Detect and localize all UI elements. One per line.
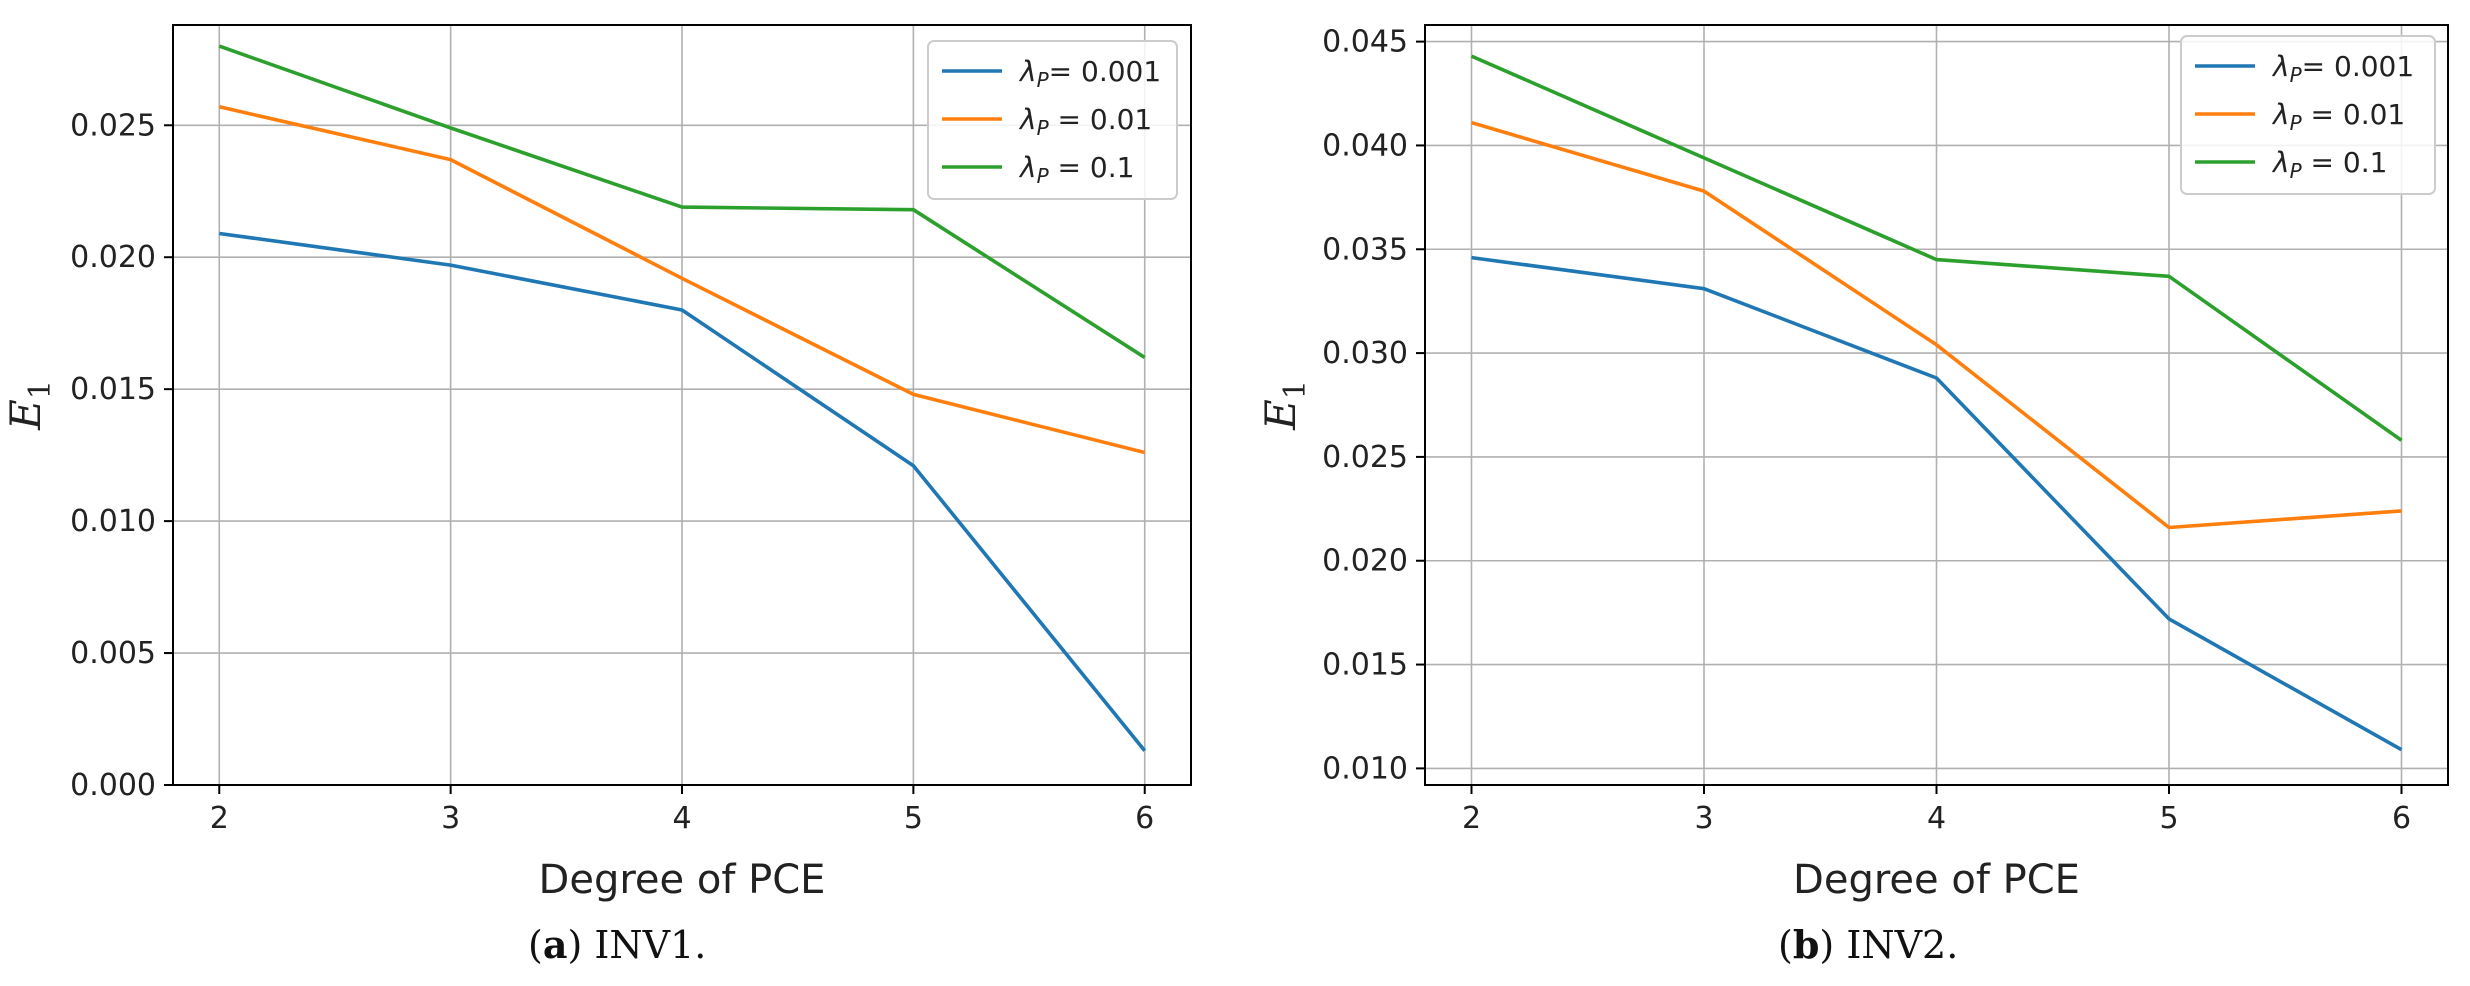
series-line-3 [1470,54,2403,442]
series-line-2 [1470,120,2402,530]
legend: λP= 0.001 λP = 0.01 λP = 0.1 [2180,35,2436,195]
caption-a: (a) INV1. [528,922,707,967]
x-tick-label: 4 [1927,801,1946,836]
y-tick-label: 0.015 [1322,648,1408,683]
x-tick-label: 2 [210,801,229,836]
legend-label-1: λP= 0.001 [1018,55,1161,92]
y-tick-label: 0.030 [1322,336,1408,371]
caption-b: (b) INV2. [1778,922,1959,967]
y-axis-label: E1 [1,380,58,431]
x-tick-label: 5 [904,801,923,836]
y-tick-label: 0.005 [70,636,156,671]
legend-label-1: λP= 0.001 [2271,50,2414,87]
x-tick-label: 5 [2159,801,2178,836]
legend-box [927,40,1178,200]
y-tick-label: 0.020 [1322,544,1408,579]
legend-label-2: λP = 0.01 [1018,103,1152,140]
y-tick-label: 0.025 [70,108,156,143]
y-tick-label: 0.025 [1322,440,1408,475]
series-line-3 [218,44,1146,360]
legend-box [2180,35,2436,195]
x-tick-label: 3 [441,801,460,836]
legend-label-3: λP = 0.1 [1018,151,1134,188]
x-tick-label: 4 [672,801,691,836]
x-tick-label: 6 [1135,801,1154,836]
y-tick-label: 0.015 [70,372,156,407]
legend-label-2: λP = 0.01 [2271,98,2405,135]
chart-1: 2 3 4 5 6 0.000 0.005 0.010 0.015 0.020 0.025 Degre… [1,24,1192,903]
y-tick-label: 0.000 [70,768,156,803]
y-tick-label: 0.010 [1322,751,1408,786]
x-axis-label: Degree of PCE [539,857,826,903]
series-line-2 [218,105,1146,455]
y-tick-label: 0.035 [1322,232,1408,267]
y-tick-label: 0.040 [1322,128,1408,163]
series-line-1 [219,231,1147,752]
x-tick-label: 2 [1462,801,1481,836]
y-tick-label: 0.010 [70,504,156,539]
y-axis-label: E1 [1256,380,1313,431]
x-axis-label: Degree of PCE [1793,857,2080,903]
series-line-1 [1471,255,2403,752]
x-tick-label: 6 [2392,801,2411,836]
legend: λP= 0.001 λP = 0.01 λP = 0.1 [927,40,1178,200]
y-tick-label: 0.020 [70,240,156,275]
chart-2: 2 3 4 5 6 0.010 0.015 0.020 0.025 0.030 0.035 0.040… [1256,24,2449,903]
y-tick-label: 0.045 [1322,25,1408,60]
legend-label-3: λP = 0.1 [2271,146,2387,183]
x-tick-label: 3 [1694,801,1713,836]
